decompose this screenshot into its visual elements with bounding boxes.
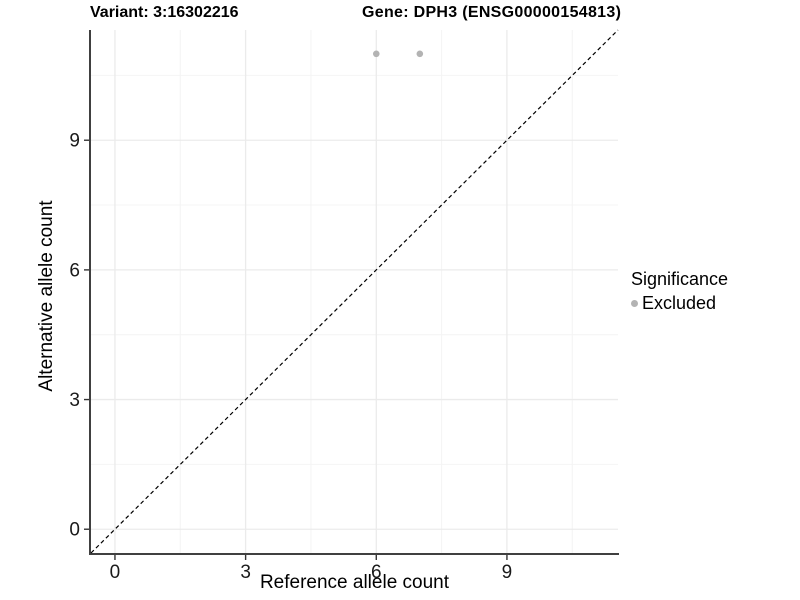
x-tick-label: 3	[240, 562, 251, 583]
y-tick-label: 6	[69, 260, 80, 281]
legend: Significance Excluded	[631, 269, 728, 314]
x-tick-label: 6	[371, 562, 382, 583]
legend-title: Significance	[631, 269, 729, 289]
data-point	[372, 50, 380, 58]
identity-reference-line	[90, 29, 619, 554]
y-axis-title: Alternative allele count	[36, 200, 57, 392]
legend-item-excluded: Excluded	[631, 293, 728, 314]
y-tick-label: 0	[69, 520, 80, 541]
y-tick-label: 3	[69, 390, 80, 411]
y-tick-label: 9	[69, 131, 80, 152]
x-tick-label: 9	[502, 562, 513, 583]
x-tick-label: 0	[110, 562, 121, 583]
data-point	[416, 50, 424, 58]
plot-title-gene: Gene: DPH3 (ENSG00000154813)	[362, 4, 622, 21]
legend-key-dot-icon	[631, 300, 638, 307]
legend-item-label: Excluded	[642, 293, 717, 313]
plot-title-variant: Variant: 3:16302216	[90, 4, 239, 21]
x-axis-title: Reference allele count	[259, 572, 450, 593]
